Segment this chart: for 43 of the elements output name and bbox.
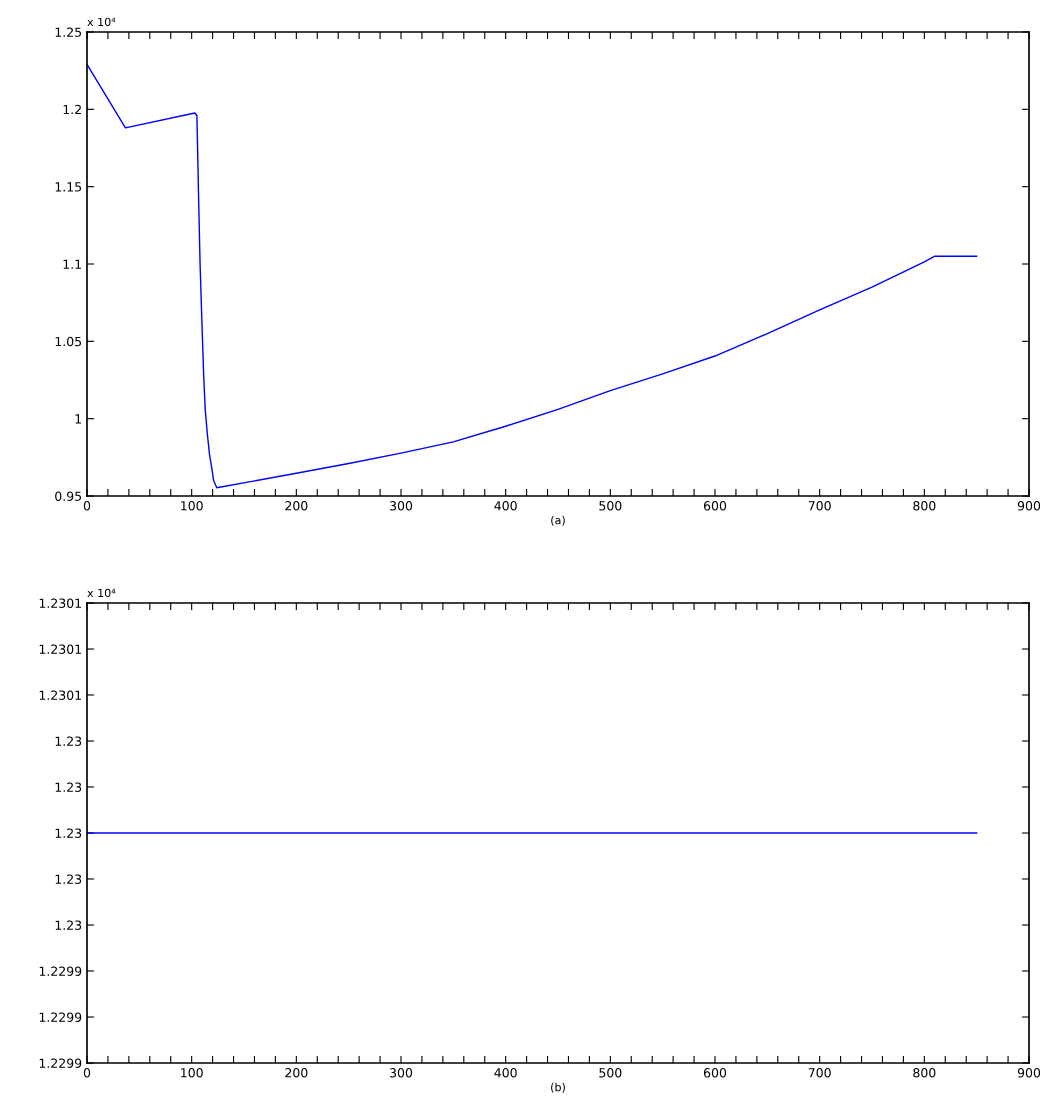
x-tick-label: 0 [83, 501, 91, 511]
x-tick-label: 900 [1017, 501, 1041, 511]
x-tick-label: 300 [390, 501, 413, 511]
y-tick-label: 0.95 [55, 491, 82, 501]
x-tick-label: 0 [83, 1068, 91, 1078]
x-axis-title: (b) [551, 1082, 565, 1093]
x-tick-label: 800 [913, 1068, 936, 1078]
y-tick-label: 1.15 [55, 182, 82, 192]
y-tick-label: 1.2301 [39, 644, 81, 654]
y-tick-label: 1.2299 [39, 1058, 82, 1068]
y-tick-label: 1 [75, 414, 81, 424]
x-tick-label: 600 [703, 1068, 727, 1078]
y-tick-label: 1.23 [55, 736, 82, 746]
y-tick-label: 1.2299 [39, 1012, 82, 1022]
y-tick-label: 1.1 [63, 259, 81, 269]
x-tick-label: 100 [181, 501, 203, 511]
x-tick-label: 700 [808, 1068, 831, 1078]
y-tick-label: 1.05 [55, 336, 82, 347]
y-tick-label: 1.2301 [39, 598, 81, 608]
y-tick-label: 1.23 [55, 874, 82, 884]
line-series [87, 63, 978, 489]
text: x 10⁴ [87, 17, 116, 27]
text: x 10⁴ [87, 588, 116, 598]
y-tick-label: 1.25 [55, 27, 82, 37]
y-tick-label: 1.2 [63, 104, 81, 115]
x-tick-label: 200 [285, 501, 308, 511]
x-tick-label: 400 [494, 501, 517, 511]
y-tick-label: 1.23 [55, 828, 82, 838]
y-tick-label: 1.2299 [39, 966, 82, 976]
x-tick-label: 500 [599, 501, 622, 511]
x-tick-label: 200 [285, 1068, 308, 1078]
x-tick-label: 800 [913, 501, 936, 511]
y-tick-label: 1.23 [55, 920, 82, 930]
x-tick-label: 400 [494, 1068, 517, 1078]
y-tick-label: 1.23 [55, 782, 82, 792]
x-tick-label: 600 [703, 501, 727, 511]
x-axis-title: (a) [551, 515, 565, 526]
x-tick-label: 900 [1017, 1068, 1041, 1078]
x-tick-label: 700 [808, 501, 831, 511]
x-tick-label: 300 [390, 1068, 413, 1078]
x-tick-label: 500 [599, 1068, 622, 1078]
y-tick-label: 1.2301 [39, 690, 81, 700]
x-tick-label: 100 [181, 1068, 203, 1078]
